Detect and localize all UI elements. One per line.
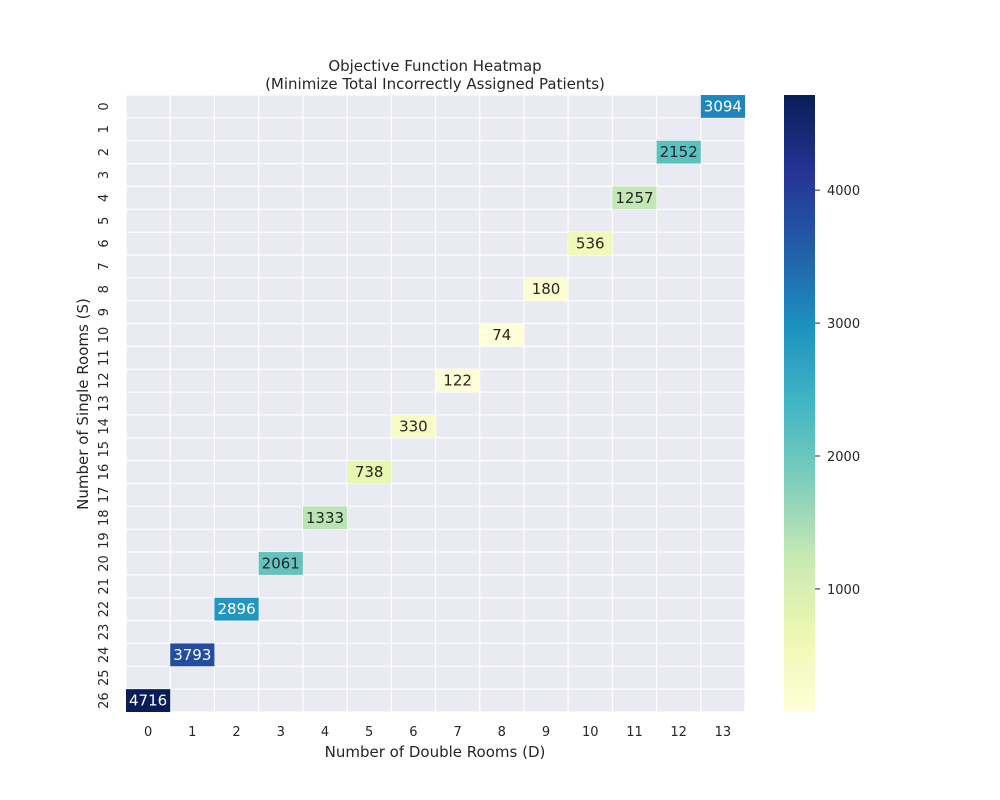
x-tick-label: 0 bbox=[144, 725, 152, 740]
heatmap-cell bbox=[214, 597, 259, 621]
y-tick-label: 15 bbox=[97, 441, 112, 458]
x-tick-label: 4 bbox=[321, 725, 329, 740]
y-tick-label: 1 bbox=[97, 125, 112, 133]
y-tick-label: 26 bbox=[97, 692, 112, 709]
heatmap-cell bbox=[170, 643, 215, 667]
cell-value-label: 536 bbox=[576, 235, 605, 253]
y-tick-label: 13 bbox=[97, 395, 112, 412]
colorbar-tick-label: 3000 bbox=[827, 317, 860, 332]
heatmap-cell bbox=[126, 689, 171, 712]
y-tick-label: 20 bbox=[97, 555, 112, 572]
cell-value-label: 3094 bbox=[704, 97, 742, 115]
x-tick-label: 3 bbox=[277, 725, 285, 740]
x-tick-label: 2 bbox=[232, 725, 240, 740]
x-tick-label: 9 bbox=[542, 725, 550, 740]
heatmap-cell bbox=[258, 552, 303, 575]
heatmap-cells: 3094 2152 1257 536 180 74 122 330 738 1333 2061 289… bbox=[126, 95, 745, 712]
heatmap-cell bbox=[523, 277, 569, 301]
x-tick-label: 6 bbox=[409, 725, 417, 740]
y-tick-label: 6 bbox=[97, 239, 112, 247]
heatmap-cell bbox=[479, 323, 524, 347]
cell-value-label: 3793 bbox=[173, 646, 211, 664]
x-axis-label: Number of Double Rooms (D) bbox=[325, 743, 546, 761]
x-tick-label: 13 bbox=[715, 725, 732, 740]
heatmap-cell bbox=[612, 186, 657, 210]
heatmap-cell bbox=[568, 232, 613, 255]
colorbar-tick-label: 1000 bbox=[827, 583, 860, 598]
cell-value-label: 1257 bbox=[615, 189, 653, 207]
x-tick-label: 7 bbox=[453, 725, 461, 740]
y-axis-ticks: 0123456789101112131415161718192021222324… bbox=[97, 102, 112, 709]
cell-value-label: 330 bbox=[399, 417, 428, 435]
y-tick-label: 16 bbox=[97, 464, 112, 481]
cell-value-label: 4716 bbox=[129, 692, 167, 710]
y-tick-label: 11 bbox=[97, 350, 112, 367]
cell-value-label: 74 bbox=[492, 326, 511, 344]
heatmap-cell bbox=[347, 460, 392, 484]
x-tick-label: 10 bbox=[582, 725, 599, 740]
y-tick-label: 5 bbox=[97, 217, 112, 225]
x-tick-label: 12 bbox=[670, 725, 687, 740]
x-tick-label: 5 bbox=[365, 725, 373, 740]
y-tick-label: 14 bbox=[97, 418, 112, 435]
x-tick-label: 1 bbox=[188, 725, 196, 740]
y-tick-label: 0 bbox=[97, 102, 112, 110]
y-tick-label: 25 bbox=[97, 669, 112, 686]
cell-value-label: 2896 bbox=[217, 600, 255, 618]
y-tick-label: 9 bbox=[97, 308, 112, 316]
colorbar-ticks: 1000 2000 3000 4000 bbox=[815, 184, 860, 598]
cell-value-label: 122 bbox=[443, 372, 472, 390]
y-tick-label: 7 bbox=[97, 262, 112, 270]
colorbar-tick-label: 4000 bbox=[827, 184, 860, 199]
y-tick-label: 18 bbox=[97, 509, 112, 526]
y-tick-label: 8 bbox=[97, 285, 112, 293]
cell-value-label: 180 bbox=[532, 280, 561, 298]
heatmap-cell bbox=[435, 369, 480, 393]
y-tick-label: 4 bbox=[97, 194, 112, 202]
y-tick-label: 24 bbox=[97, 647, 112, 664]
heatmap-cell bbox=[700, 95, 745, 118]
heatmap-cell bbox=[656, 140, 701, 164]
y-tick-label: 2 bbox=[97, 148, 112, 156]
chart-title-line-1: Objective Function Heatmap bbox=[328, 57, 541, 75]
cell-value-label: 2152 bbox=[660, 143, 698, 161]
cell-value-label: 1333 bbox=[306, 509, 344, 527]
x-tick-label: 8 bbox=[498, 725, 506, 740]
chart-title-line-2: (Minimize Total Incorrectly Assigned Pat… bbox=[265, 75, 605, 93]
y-tick-label: 17 bbox=[97, 487, 112, 504]
heatmap-cell bbox=[302, 506, 348, 530]
cell-value-label: 2061 bbox=[262, 554, 300, 572]
colorbar-tick-label: 2000 bbox=[827, 450, 860, 465]
y-tick-label: 21 bbox=[97, 578, 112, 595]
x-axis-ticks: 0 1 2 3 4 5 6 7 8 9 10 11 12 13 bbox=[144, 725, 731, 740]
y-tick-label: 22 bbox=[97, 601, 112, 618]
y-axis-label: Number of Single Rooms (S) bbox=[74, 298, 92, 510]
y-tick-label: 12 bbox=[97, 372, 112, 389]
y-tick-label: 10 bbox=[97, 327, 112, 344]
x-tick-label: 11 bbox=[626, 725, 643, 740]
y-tick-label: 19 bbox=[97, 532, 112, 549]
colorbar bbox=[784, 95, 815, 712]
y-tick-label: 3 bbox=[97, 171, 112, 179]
heatmap-cell bbox=[391, 414, 436, 438]
cell-value-label: 738 bbox=[355, 463, 384, 481]
y-tick-label: 23 bbox=[97, 624, 112, 641]
